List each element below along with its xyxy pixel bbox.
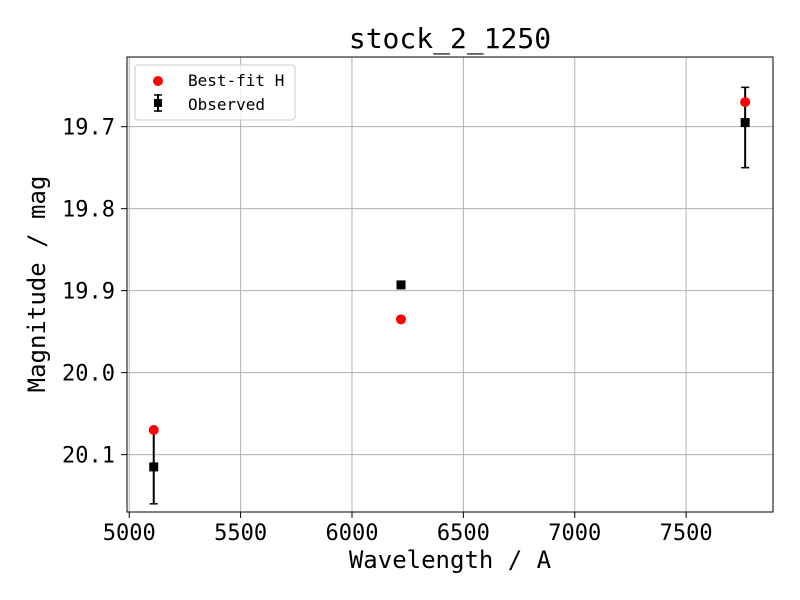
legend-marker-best-fit: [153, 76, 163, 86]
tick-layer: 5000 5500 6000 6500 7000 7500 19.7 19.8 19.9 20.0…: [62, 116, 713, 546]
y-tick-label: 19.7: [62, 116, 115, 141]
y-tick-label: 20.1: [62, 444, 115, 469]
best-fit-point: [395, 314, 406, 325]
observed-point: [740, 118, 750, 128]
x-tick-label: 7000: [548, 521, 601, 546]
chart-title: stock_2_1250: [349, 22, 551, 56]
y-tick-label: 20.0: [62, 362, 115, 387]
x-tick-label: 7500: [660, 521, 713, 546]
y-tick-label: 19.9: [62, 280, 115, 305]
legend-marker-observed: [154, 99, 162, 107]
legend-box: [134, 64, 296, 121]
best-fit-point: [148, 425, 159, 436]
x-tick-label: 6000: [325, 521, 378, 546]
best-fit-point: [740, 97, 751, 108]
observed-point: [149, 462, 159, 472]
x-tick-label: 5500: [214, 521, 267, 546]
legend-label-observed: Observed: [188, 95, 265, 114]
legend-label-best-fit: Best-fit H: [188, 71, 284, 90]
x-tick-label: 6500: [437, 521, 490, 546]
observed-point: [396, 280, 406, 290]
plot-frame: [126, 56, 774, 513]
y-tick-label: 19.8: [62, 198, 115, 223]
x-axis-label: Wavelength / A: [349, 546, 552, 574]
marks-layer: [148, 86, 751, 505]
legend: Best-fit H Observed: [134, 64, 296, 121]
grid-layer: [127, 57, 773, 512]
x-tick-label: 5000: [103, 521, 156, 546]
y-axis-label: Magnitude / mag: [23, 176, 51, 393]
